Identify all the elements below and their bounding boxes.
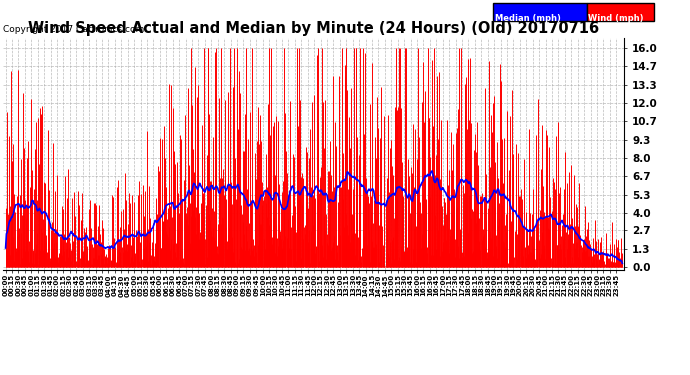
Text: Median (mph): Median (mph)	[495, 14, 560, 23]
Text: Copyright 2017 Cartronics.com: Copyright 2017 Cartronics.com	[3, 25, 145, 34]
Text: Wind (mph): Wind (mph)	[588, 14, 643, 23]
Title: Wind Speed Actual and Median by Minute (24 Hours) (Old) 20170716: Wind Speed Actual and Median by Minute (…	[28, 21, 600, 36]
